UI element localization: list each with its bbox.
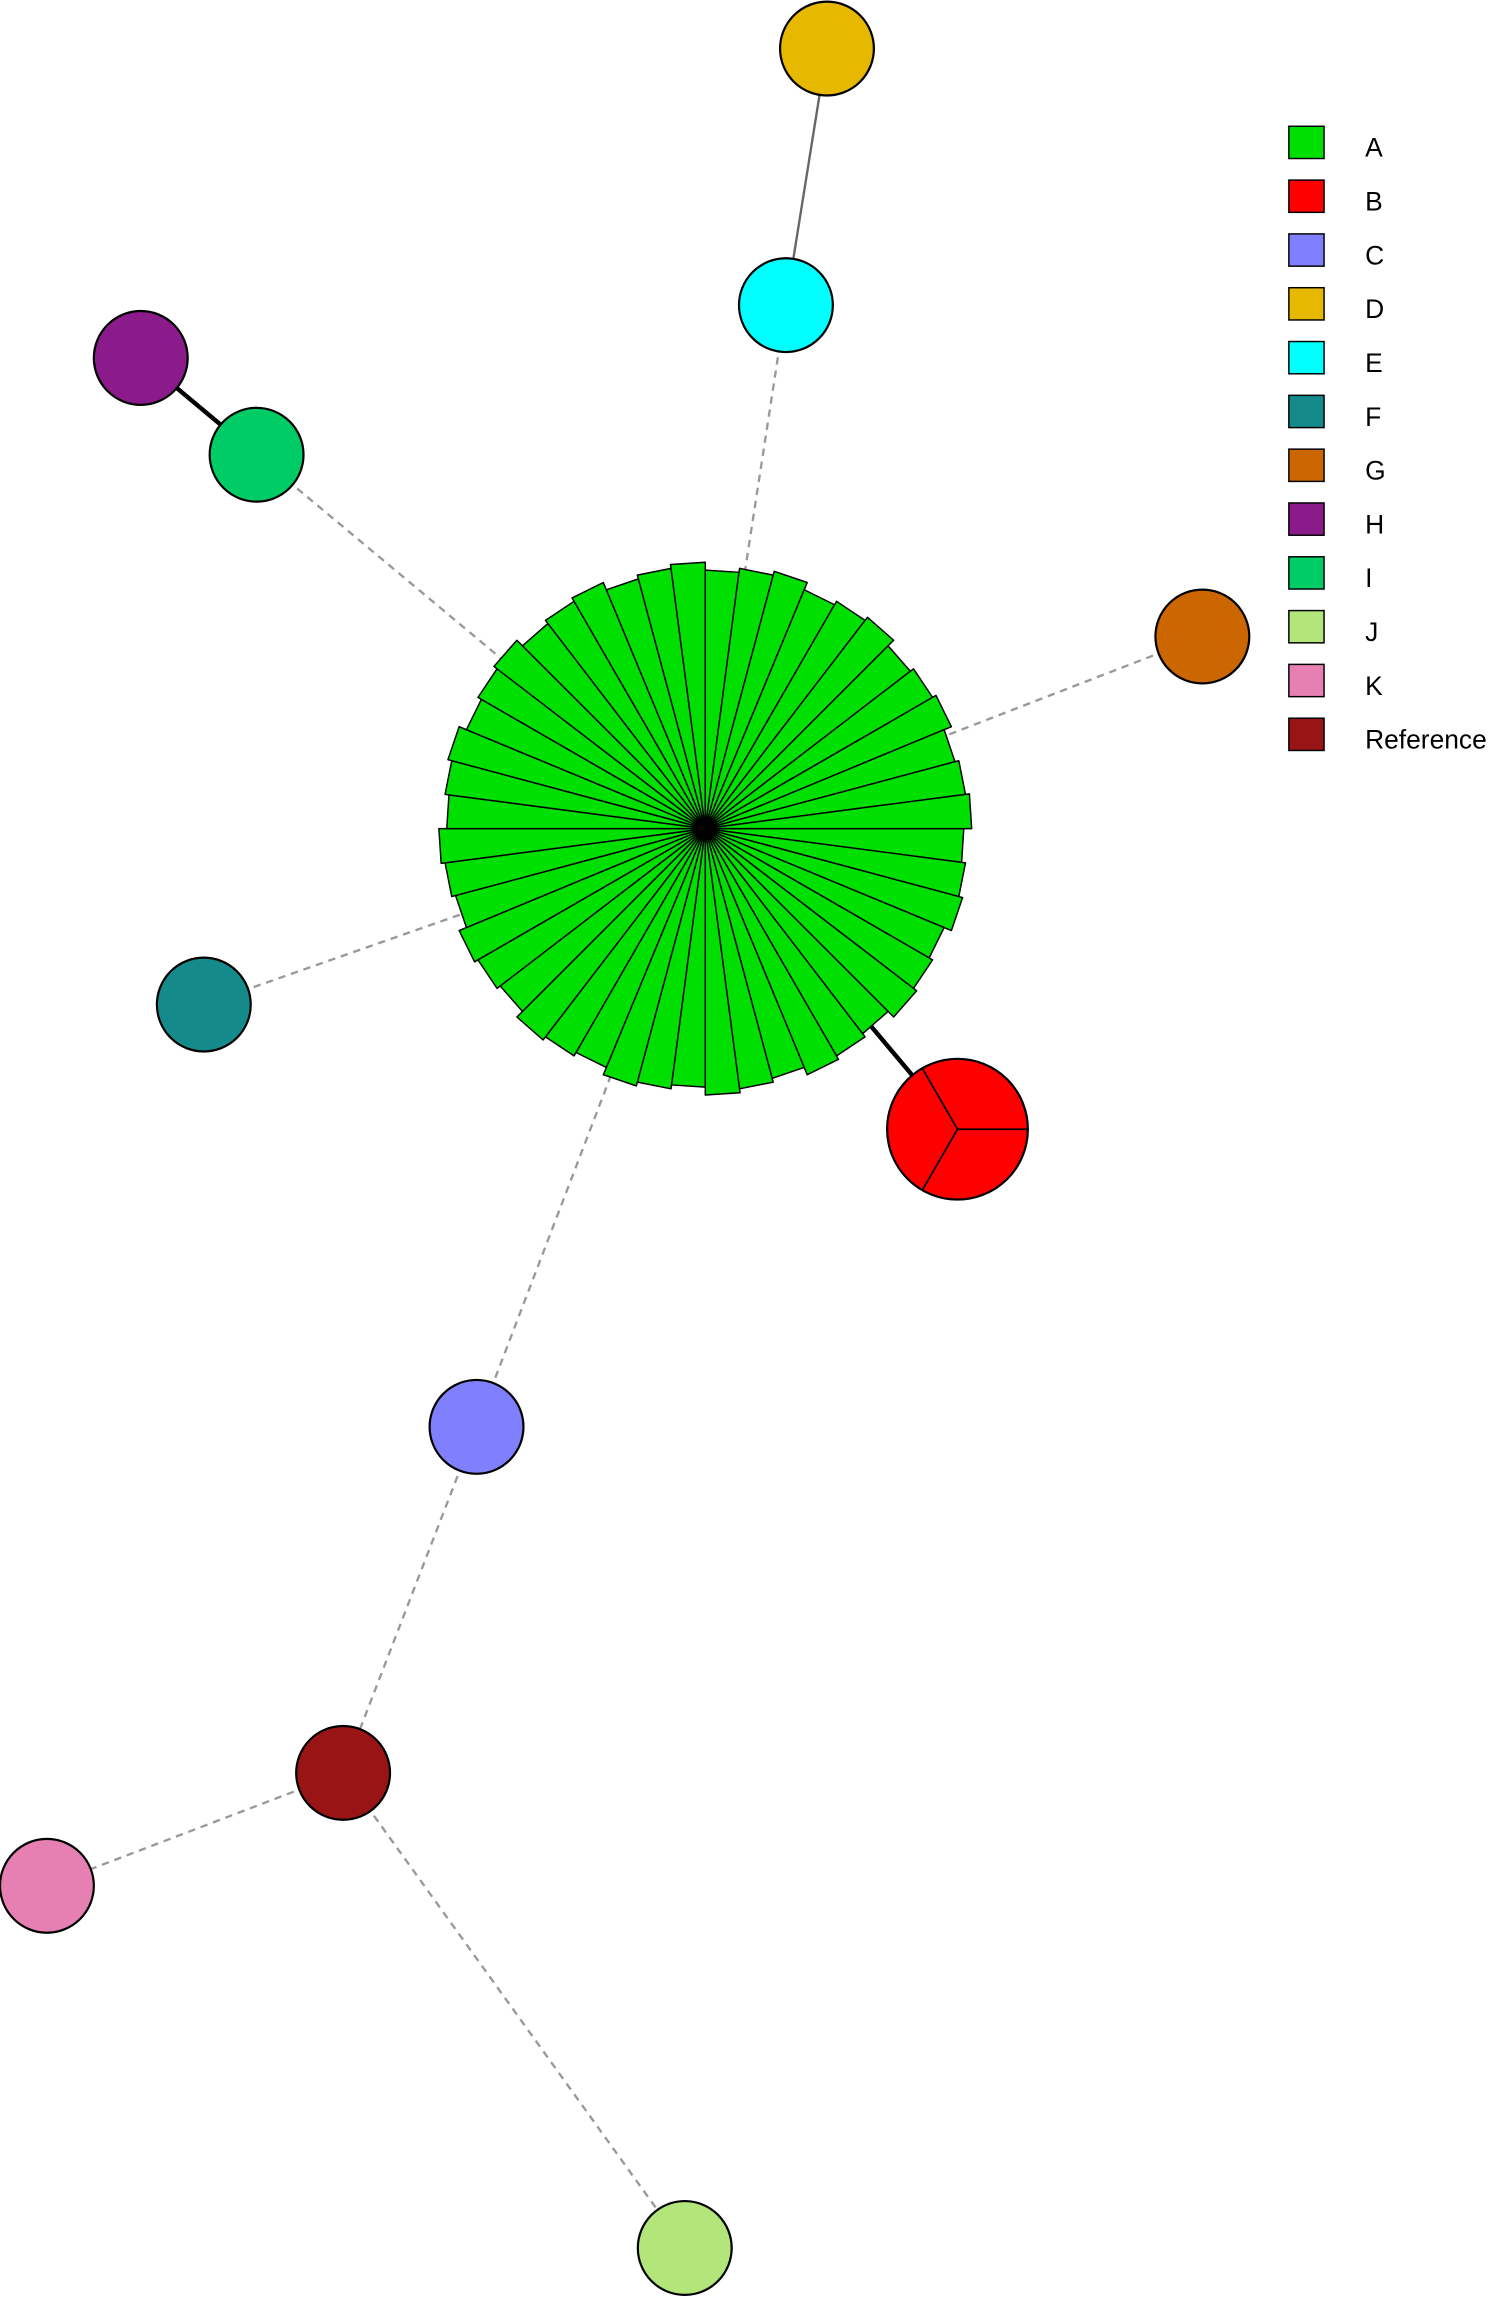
edge xyxy=(255,453,707,830)
legend-swatch xyxy=(1288,179,1325,214)
node xyxy=(92,309,189,406)
edge xyxy=(342,1772,686,2249)
edges xyxy=(46,48,1203,2249)
legend-label: D xyxy=(1365,294,1384,324)
legend-swatch xyxy=(1288,609,1325,644)
node xyxy=(295,1724,392,1821)
legend-label: C xyxy=(1365,240,1384,270)
legend-label: B xyxy=(1365,187,1383,217)
node xyxy=(155,956,252,1053)
node xyxy=(428,1378,525,1475)
legend-label: Reference xyxy=(1365,725,1487,755)
edge xyxy=(46,1771,344,1887)
legend-swatch xyxy=(1288,502,1325,536)
nodes xyxy=(0,0,1251,2296)
node-divider xyxy=(921,1067,959,1130)
legend-swatch xyxy=(1288,233,1325,267)
legend-label: I xyxy=(1365,563,1372,593)
legend-swatch xyxy=(1288,340,1325,375)
legend-label: K xyxy=(1365,671,1383,701)
node xyxy=(208,406,305,503)
legend-swatch xyxy=(1288,556,1325,590)
node xyxy=(737,257,834,354)
node xyxy=(0,1837,95,1934)
edge xyxy=(342,1426,478,1774)
legend-swatch xyxy=(1288,394,1325,429)
node xyxy=(778,0,875,97)
node xyxy=(1154,588,1251,685)
node-segment xyxy=(704,793,973,830)
node xyxy=(885,1057,1029,1201)
node xyxy=(438,561,973,1096)
legend-label: A xyxy=(1365,133,1383,163)
legend-label: J xyxy=(1365,617,1378,647)
legend-swatch xyxy=(1288,663,1325,698)
node xyxy=(636,2199,733,2296)
legend-label: H xyxy=(1365,509,1384,539)
legend-swatch xyxy=(1288,125,1325,160)
legend-label: G xyxy=(1365,456,1386,486)
legend-swatch xyxy=(1288,717,1325,752)
legend-swatch xyxy=(1288,286,1325,321)
legend-swatch xyxy=(1288,448,1325,483)
legend-label: F xyxy=(1365,402,1381,432)
node-divider xyxy=(921,1128,959,1191)
legend-label: E xyxy=(1365,348,1383,378)
edge xyxy=(203,827,706,1006)
edge xyxy=(704,635,1203,830)
